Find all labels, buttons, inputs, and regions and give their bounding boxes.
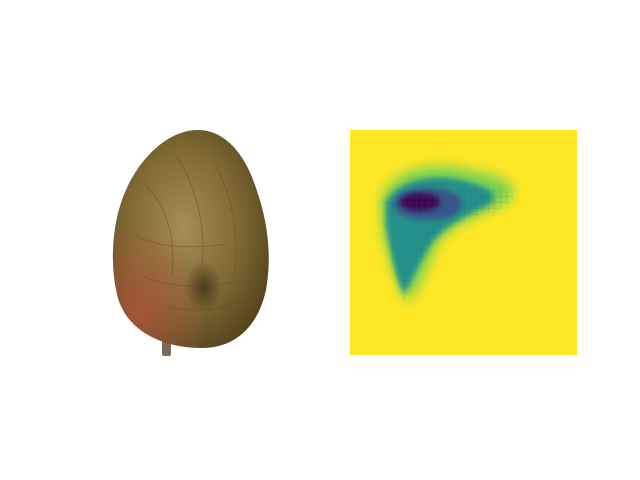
- saliency-heatmap: [350, 130, 577, 355]
- stem-shape: [162, 340, 171, 356]
- avocado-image: [106, 126, 278, 358]
- heatmap-grid-texture: [386, 177, 513, 302]
- skin-texture: [135, 155, 237, 311]
- dent-overlay: [112, 130, 269, 348]
- heatmap-canvas: [350, 130, 577, 355]
- heatmap-background: [350, 130, 577, 355]
- avocado-illustration: [112, 130, 269, 356]
